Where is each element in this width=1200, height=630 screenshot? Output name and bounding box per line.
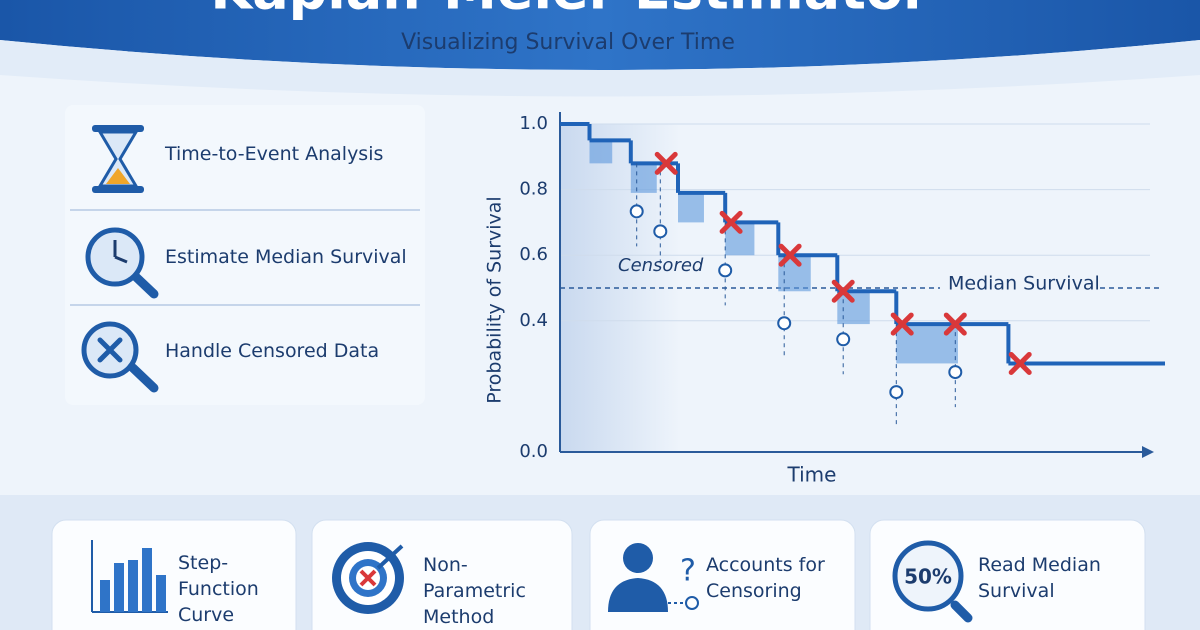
censored-icon [81,321,159,393]
event-mark [719,210,743,234]
x-axis-label: Time [787,463,837,487]
bar-icon [91,540,168,613]
card-text: Non-Parametric Method [423,554,526,628]
event-mark [1008,351,1032,375]
magnifier-50-icon: 50% [892,540,973,623]
censored-mark [629,204,644,219]
step-box [678,192,704,223]
feature-text: Estimate Median Survival [165,246,407,268]
header-band [0,0,1200,70]
card-text: Step-Function Curve [178,552,259,626]
target-icon [332,542,404,614]
y-tick-label: 0.6 [519,244,548,265]
censored-mark [836,332,851,347]
y-tick-label: 0.8 [519,179,548,200]
card-text: Read Median Survival [978,554,1101,602]
censored-mark [948,365,963,380]
x-axis-arrow [1142,446,1154,458]
title: Kaplan-Meier Estimator [210,0,930,22]
event-mark [890,312,914,336]
y-tick-label: 0.4 [519,310,548,331]
censored-label: Censored [618,255,704,276]
subtitle: Visualizing Survival Over Time [401,30,735,55]
y-axis-label: Probability of Survival [484,196,506,403]
censored-mark [653,224,668,239]
censored-mark [718,263,733,278]
hourglass-icon [92,125,144,193]
censored-mark [777,316,792,331]
event-mark [778,243,802,267]
event-mark [943,312,967,336]
event-mark [831,279,855,303]
icon-text: 50% [904,565,952,589]
y-tick-label: 1.0 [519,113,548,134]
step-box [630,163,657,193]
person-icon: ? [608,543,699,612]
step-box [837,291,870,325]
feature-text: Handle Censored Data [165,340,380,362]
event-mark [654,151,678,175]
median-label: Median Survival [948,273,1100,295]
clock-icon [85,227,159,299]
feature-text: Time-to-Event Analysis [165,143,384,165]
y-tick-label: 0.0 [519,441,548,462]
svg-text:?: ? [680,554,696,589]
card-text: Accounts for Censoring [706,554,825,602]
censored-mark [889,385,904,400]
step-box [589,140,613,164]
